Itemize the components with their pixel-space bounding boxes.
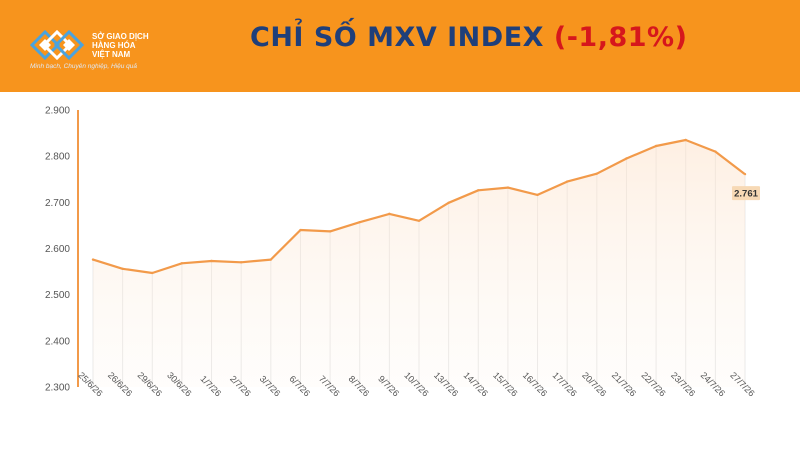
header-banner: SỞ GIAO DỊCH HÀNG HÓA VIỆT NAM Minh bạch…: [0, 0, 800, 92]
y-tick-label: 2.800: [45, 152, 70, 163]
title-change: (-1,81%): [553, 22, 688, 53]
logo-name-line: HÀNG HÓA: [92, 41, 136, 50]
y-tick-label: 2.700: [45, 198, 70, 209]
logo-name-line: SỞ GIAO DỊCH: [92, 32, 149, 41]
series-line: [92, 138, 746, 275]
title-main: CHỈ SỐ MXV INDEX: [250, 22, 544, 53]
last-value-text: 2.761: [734, 189, 758, 200]
logo-slogan: Minh bạch, Chuyên nghiệp, Hiệu quả: [30, 63, 137, 70]
y-tick-label: 2.600: [45, 244, 70, 255]
mxv-logo-icon: [30, 30, 85, 60]
logo-name: SỞ GIAO DỊCH HÀNG HÓA VIỆT NAM: [92, 32, 212, 59]
y-axis: 2.300 2.400 2.500 2.600 2.700 2.800 2.900: [45, 106, 79, 394]
y-tick-label: 2.900: [45, 106, 70, 117]
area-fill: [93, 140, 745, 387]
y-tick-label: 2.400: [45, 336, 70, 347]
y-tick-label: 2.300: [45, 383, 70, 394]
last-value-box: [732, 186, 760, 201]
last-value-label: 2.761: [732, 186, 760, 201]
logo-name-line: VIỆT NAM: [92, 50, 131, 59]
y-tick-label: 2.500: [45, 290, 70, 301]
page-title: CHỈ SỐ MXV INDEX (-1,81%): [250, 22, 687, 53]
